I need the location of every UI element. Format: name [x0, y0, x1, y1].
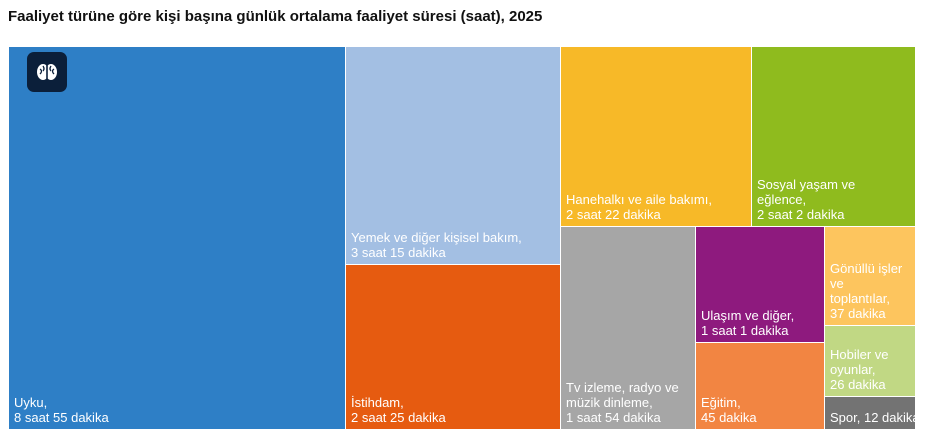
- treemap-tile-rect: [825, 227, 915, 325]
- tile-label: müzik dinleme,: [566, 395, 653, 410]
- treemap-tile-rect: [825, 326, 915, 396]
- tile-label: 1 saat 54 dakika: [566, 410, 661, 425]
- tile-label: toplantılar,: [830, 291, 890, 306]
- treemap-tile-rect: [9, 47, 345, 429]
- tile-label: Uyku,: [14, 395, 47, 410]
- tile-label: Sosyal yaşam ve: [757, 177, 855, 192]
- treemap-tile: Hanehalkı ve aile bakımı,2 saat 22 dakik…: [561, 47, 751, 226]
- treemap-tile: İstihdam,2 saat 25 dakika: [346, 265, 560, 429]
- tile-label: 3 saat 15 dakika: [351, 245, 446, 260]
- treemap-tile-rect: [561, 227, 695, 429]
- tile-label: Hobiler ve: [830, 347, 889, 362]
- treemap-tile: Spor, 12 dakika: [825, 397, 920, 429]
- tile-label: Spor, 12 dakika: [830, 410, 920, 425]
- tile-label: 26 dakika: [830, 377, 886, 392]
- treemap-tile-rect: [346, 265, 560, 429]
- tile-label: 45 dakika: [701, 410, 757, 425]
- tile-label: Hanehalkı ve aile bakımı,: [566, 192, 712, 207]
- tile-label: 1 saat 1 dakika: [701, 323, 789, 338]
- tile-label: Yemek ve diğer kişisel bakım,: [351, 230, 522, 245]
- tile-label: 2 saat 25 dakika: [351, 410, 446, 425]
- tile-label: İstihdam,: [351, 395, 404, 410]
- tile-label: Ulaşım ve diğer,: [701, 308, 794, 323]
- tile-label: eğlence,: [757, 192, 806, 207]
- tile-label: ve: [830, 276, 844, 291]
- treemap-tile: Uyku,8 saat 55 dakika: [9, 47, 345, 429]
- brain-icon: [27, 52, 67, 92]
- treemap-tile-rect: [825, 397, 915, 429]
- treemap-tile-rect: [561, 47, 751, 226]
- treemap-tile-rect: [696, 343, 824, 429]
- treemap-tile-rect: [696, 227, 824, 342]
- treemap-tile-rect: [752, 47, 915, 226]
- treemap-tile: Ulaşım ve diğer,1 saat 1 dakika: [696, 227, 824, 342]
- treemap-tile: Eğitim,45 dakika: [696, 343, 824, 429]
- treemap-tile-rect: [346, 47, 560, 264]
- tile-label: oyunlar,: [830, 362, 876, 377]
- treemap-tile: Yemek ve diğer kişisel bakım,3 saat 15 d…: [346, 47, 560, 264]
- tile-label: Tv izleme, radyo ve: [566, 380, 679, 395]
- tile-label: 2 saat 2 dakika: [757, 207, 845, 222]
- tile-label: Gönüllü işler: [830, 261, 903, 276]
- tile-label: 8 saat 55 dakika: [14, 410, 109, 425]
- chart-title: Faaliyet türüne göre kişi başına günlük …: [8, 8, 543, 25]
- tile-label: 37 dakika: [830, 306, 886, 321]
- tile-label: 2 saat 22 dakika: [566, 207, 661, 222]
- tile-label: Eğitim,: [701, 395, 741, 410]
